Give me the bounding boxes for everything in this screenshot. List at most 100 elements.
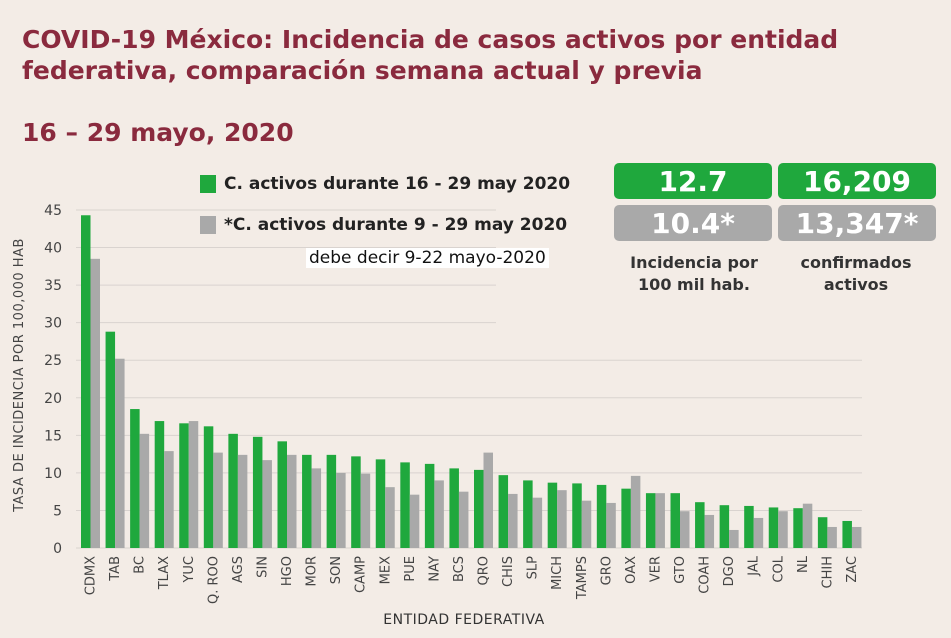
x-tick-label: BCS: [452, 556, 467, 582]
x-tick-label: SLP: [526, 556, 541, 579]
bar-previous: [139, 433, 150, 548]
bar-current: [498, 475, 509, 548]
bar-previous: [532, 497, 543, 548]
x-tick-label: PUE: [403, 556, 418, 582]
bar-previous: [336, 472, 346, 548]
bar-previous: [409, 494, 420, 548]
bar-current: [547, 482, 558, 548]
x-tick-label: SON: [329, 556, 344, 584]
y-tick-label: 30: [44, 316, 62, 332]
x-tick-label: GRO: [599, 556, 614, 585]
bar-previous: [630, 475, 641, 548]
bar-previous: [655, 493, 665, 548]
x-tick-label: GTO: [673, 556, 688, 584]
y-tick-label: 5: [53, 503, 62, 519]
x-tick-label: COAH: [698, 556, 713, 594]
bar-previous: [851, 526, 862, 548]
bar-current: [523, 480, 533, 548]
bar-current: [375, 459, 386, 548]
bar-previous: [458, 491, 469, 548]
bar-current: [326, 454, 337, 548]
bar-previous: [287, 454, 297, 548]
legend-label-current: C. activos durante 16 - 29 may 2020: [224, 174, 571, 194]
bar-previous: [164, 451, 174, 548]
correction-note: debe decir 9-22 mayo-2020: [306, 248, 549, 268]
y-tick-label: 35: [44, 278, 62, 294]
bar-current: [793, 508, 803, 548]
bar-previous: [237, 454, 248, 548]
bar-current: [252, 436, 263, 548]
bar-current: [203, 426, 214, 548]
bar-previous: [680, 511, 690, 548]
y-tick-label: 20: [44, 391, 62, 407]
bar-current: [744, 505, 754, 548]
confirmed-caption: confirmados activos: [800, 253, 912, 294]
x-tick-label: MOR: [305, 556, 320, 586]
x-tick-label: NAY: [427, 556, 442, 582]
bar-previous: [483, 452, 493, 548]
x-tick-label: CDMX: [84, 556, 99, 595]
bar-previous: [557, 490, 567, 548]
bar-previous: [778, 511, 788, 548]
incidence-caption: Incidencia por 100 mil hab.: [630, 253, 758, 294]
bar-previous: [385, 487, 395, 548]
legend-label-previous: *C. activos durante 9 - 29 may 2020: [224, 215, 568, 235]
bar-previous: [581, 500, 592, 548]
y-axis-label: TASA DE INCIDENCIA POR 100,000 HAB: [12, 238, 27, 513]
bar-previous: [213, 452, 223, 548]
bar-current: [842, 520, 852, 548]
y-tick-label: 25: [44, 353, 62, 369]
x-tick-label: MICH: [550, 556, 565, 590]
x-tick-label: TAB: [108, 556, 123, 582]
x-tick-label: COL: [771, 555, 786, 582]
y-tick-label: 10: [44, 466, 62, 482]
bar-previous: [704, 514, 715, 548]
bar-current: [228, 433, 238, 548]
legend-swatch-previous: [200, 216, 216, 234]
bar-previous: [827, 526, 837, 548]
bar-current: [596, 484, 607, 548]
x-tick-label: BC: [133, 556, 148, 574]
x-tick-label: HGO: [280, 556, 295, 586]
bar-current: [154, 421, 165, 548]
bar-previous: [729, 529, 739, 548]
bar-current: [351, 456, 361, 548]
bar-previous: [508, 493, 518, 548]
legend-item-previous: *C. activos durante 9 - 29 may 2020: [200, 213, 567, 237]
bar-previous: [90, 258, 100, 548]
bar-previous: [753, 517, 764, 548]
bar-previous: [188, 421, 199, 548]
bar-current: [424, 463, 435, 548]
bar-current: [817, 517, 828, 548]
x-axis-label: ENTIDAD FEDERATIVA: [383, 612, 544, 628]
bar-current: [449, 468, 459, 548]
x-tick-label: DGO: [722, 556, 737, 586]
bar-current: [719, 505, 730, 548]
x-tick-label: CHIH: [820, 556, 835, 588]
bar-previous: [311, 468, 322, 548]
incidence-current-box: 12.7: [614, 163, 772, 199]
bar-current: [400, 462, 410, 548]
confirmed-previous-box: 13,347*: [778, 205, 936, 241]
x-tick-label: MEX: [378, 556, 393, 584]
x-tick-label: ZAC: [845, 556, 860, 583]
bar-current: [474, 469, 484, 548]
confirmed-current-box: 16,209: [778, 163, 936, 199]
legend-swatch-current: [200, 175, 216, 193]
bar-previous: [606, 502, 616, 548]
bar-current: [277, 441, 287, 548]
x-tick-label: CHIS: [501, 556, 516, 587]
x-tick-label: Q. ROO: [206, 556, 221, 604]
bar-previous: [434, 480, 444, 548]
bar-current: [81, 215, 91, 548]
legend-item-current: C. activos durante 16 - 29 may 2020: [200, 172, 570, 196]
y-tick-label: 0: [53, 541, 62, 557]
date-range: 16 – 29 mayo, 2020: [22, 118, 294, 147]
chart-title: COVID-19 México: Incidencia de casos act…: [22, 25, 839, 85]
bar-previous: [802, 503, 813, 548]
bar-current: [179, 423, 189, 548]
x-tick-label: QRO: [477, 556, 492, 586]
bar-current: [105, 331, 116, 548]
y-tick-label: 15: [44, 428, 62, 444]
